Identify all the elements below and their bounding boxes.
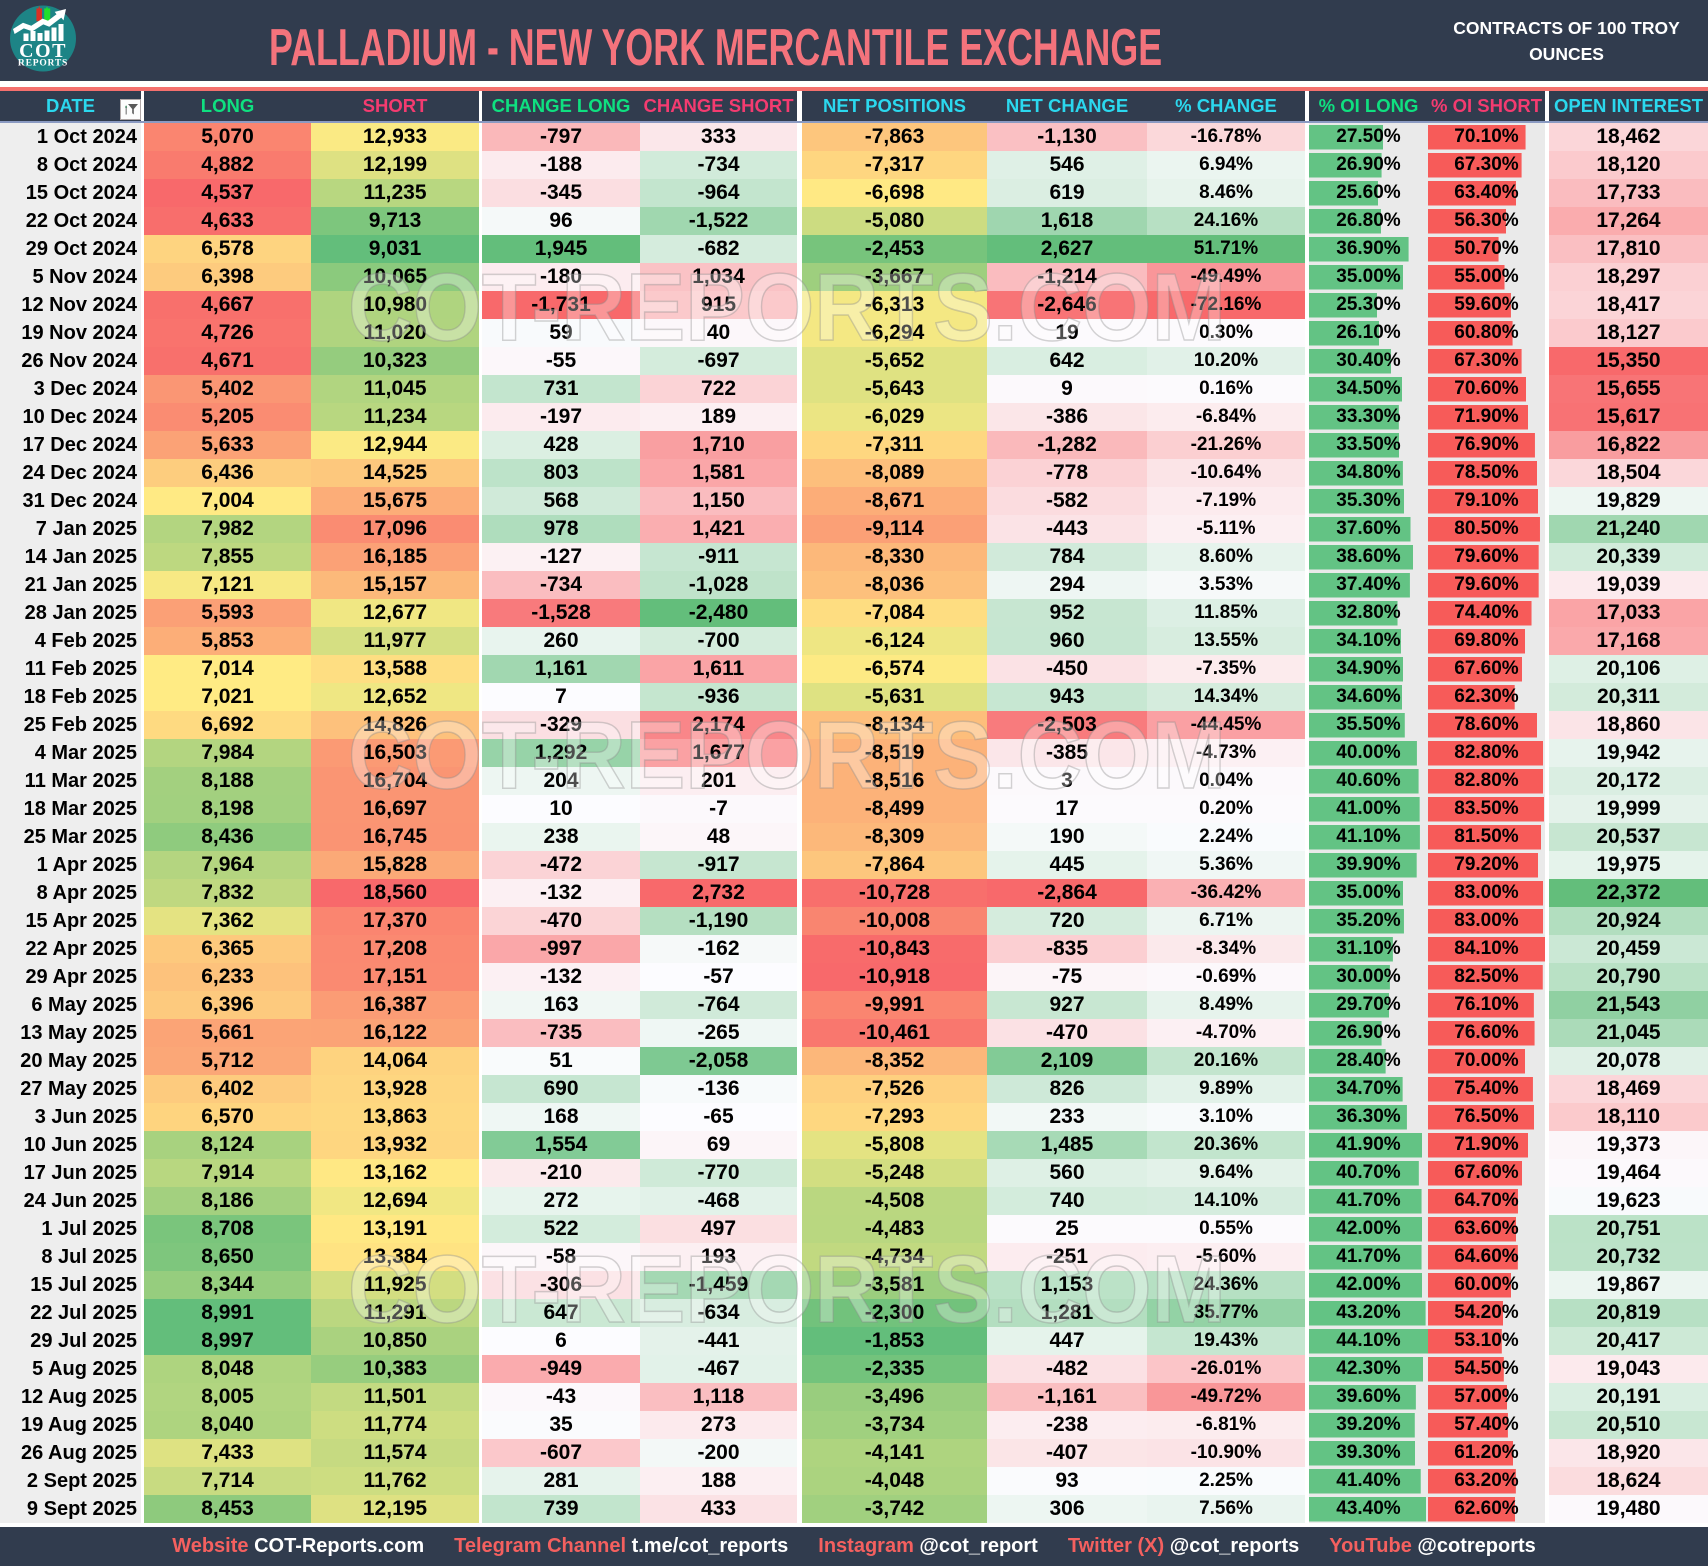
svg-text:REPORTS: REPORTS	[18, 59, 68, 69]
svg-text:COT: COT	[19, 40, 67, 62]
